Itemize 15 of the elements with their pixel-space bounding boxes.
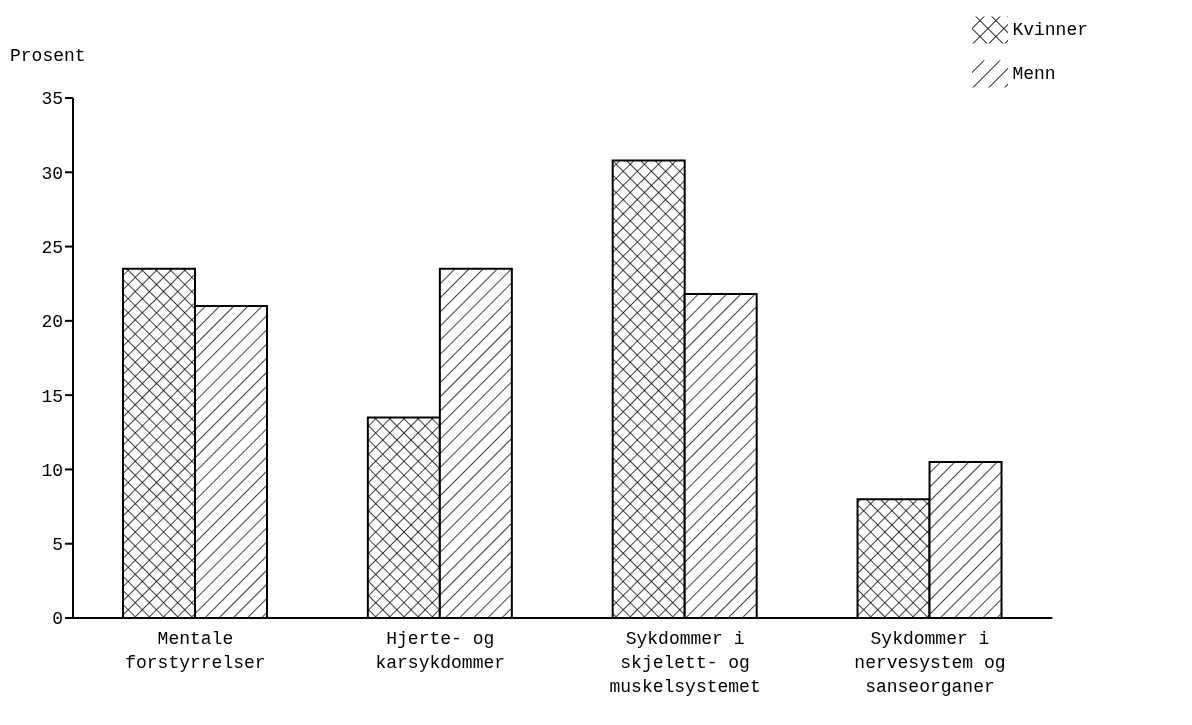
- x-tick-label: Hjerte- og karsykdommer: [375, 629, 506, 673]
- y-tick-label: 10: [41, 460, 63, 481]
- x-tick-label: Mentale forstyrrelser: [125, 629, 266, 673]
- legend-label: Kvinner: [1012, 20, 1088, 40]
- y-tick-label: 15: [41, 386, 63, 407]
- y-tick-label: 20: [41, 312, 63, 333]
- x-tick-label: Sykdommer i nervesystem og sanseorganer: [854, 629, 1006, 697]
- y-tick-label: 0: [52, 609, 63, 630]
- y-tick-label: 35: [41, 89, 63, 110]
- y-tick-label: 30: [41, 163, 63, 184]
- y-tick-label: 25: [41, 237, 63, 258]
- x-tick-label: Sykdommer i skjelett- og muskelsystemet: [609, 629, 761, 697]
- y-axis-title: Prosent: [10, 46, 86, 66]
- y-tick-label: 5: [52, 535, 63, 556]
- legend-label: Menn: [1012, 64, 1056, 84]
